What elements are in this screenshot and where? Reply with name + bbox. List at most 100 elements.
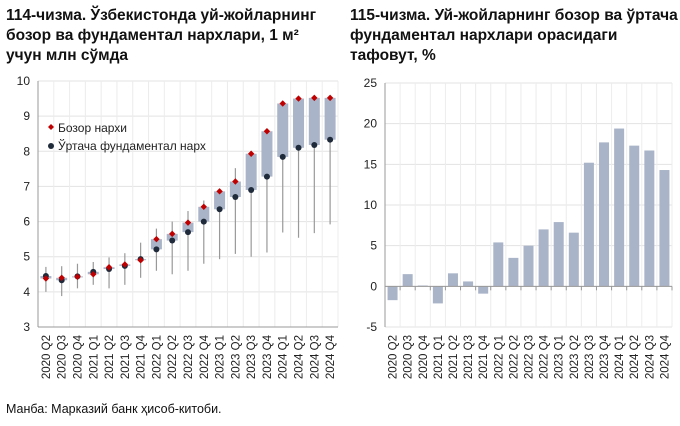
gap-bar <box>583 162 594 287</box>
x-tick-label: 2022 Q2 <box>508 335 520 379</box>
y-tick-label: 25 <box>364 76 378 90</box>
gap-bar <box>387 286 398 301</box>
fundamental-price-point <box>311 141 318 148</box>
gap-bar <box>324 97 336 140</box>
x-tick-label: 2023 Q2 <box>230 335 242 379</box>
x-tick-label: 2022 Q2 <box>167 335 179 379</box>
x-tick-label: 2020 Q3 <box>57 335 69 379</box>
x-tick-label: 2021 Q2 <box>448 335 460 379</box>
market-price-point <box>326 94 334 102</box>
market-price-point <box>121 261 129 268</box>
y-tick-label: 4 <box>23 285 30 299</box>
gap-bar <box>245 153 257 190</box>
y-tick-label: 9 <box>23 109 30 123</box>
y-tick-label: 10 <box>17 74 31 88</box>
market-price-point <box>42 275 50 282</box>
market-price-point <box>58 274 65 281</box>
x-tick-label: 2024 Q3 <box>644 335 656 379</box>
gap-bar <box>229 181 241 197</box>
gap-bar <box>508 257 519 287</box>
y-tick-label: 5 <box>370 239 377 253</box>
market-price-point <box>153 235 160 243</box>
y-tick-label: -5 <box>366 320 377 334</box>
fundamental-price-point <box>169 237 176 244</box>
x-tick-label: 2023 Q3 <box>584 335 596 379</box>
chart-115-title: 115-чизма. Уй-жойларнинг бозор ва ўртача… <box>350 7 678 64</box>
fundamental-price-point <box>185 229 191 236</box>
x-tick-label: 2022 Q1 <box>493 335 505 379</box>
x-tick-label: 2022 Q3 <box>524 335 536 379</box>
x-tick-label: 2024 Q4 <box>325 334 337 379</box>
x-tick-label: 2021 Q1 <box>433 335 445 379</box>
y-tick-label: 5 <box>23 250 30 264</box>
market-price-point <box>279 100 286 107</box>
fundamental-price-point <box>200 218 207 225</box>
x-tick-label: 2020 Q4 <box>418 334 430 379</box>
x-tick-label: 2023 Q1 <box>215 335 227 379</box>
gap-bar <box>308 97 320 145</box>
fundamental-price-point <box>263 173 270 180</box>
x-tick-label: 2021 Q4 <box>478 334 490 379</box>
gap-bar <box>463 281 474 287</box>
market-price-point <box>311 94 318 102</box>
x-tick-label: 2023 Q3 <box>246 335 258 379</box>
x-tick-label: 2021 Q2 <box>104 335 116 379</box>
x-tick-label: 2022 Q4 <box>199 334 211 379</box>
x-tick-label: 2024 Q2 <box>294 335 306 379</box>
x-tick-label: 2021 Q3 <box>463 335 475 379</box>
gap-bar <box>644 150 655 287</box>
legend-fundamental-label: Ўртача фундаментал нарх <box>58 138 206 153</box>
gap-bar <box>538 229 549 287</box>
chart-114-title: 114-чизма. Ўзбекистонда уй-жойларнинг бо… <box>6 7 317 64</box>
gap-bar <box>293 98 305 148</box>
x-tick-label: 2020 Q2 <box>388 335 400 379</box>
legend-market-marker <box>48 124 54 130</box>
gap-bar <box>493 242 504 287</box>
gap-bar <box>659 170 670 287</box>
x-tick-label: 2024 Q1 <box>278 335 290 379</box>
market-price-point <box>263 128 271 135</box>
gap-bar <box>568 232 579 287</box>
market-price-point <box>216 188 223 195</box>
x-tick-label: 2024 Q2 <box>629 335 641 379</box>
gap-bar <box>214 191 226 210</box>
x-tick-label: 2024 Q4 <box>659 334 671 379</box>
x-tick-label: 2021 Q3 <box>120 335 132 379</box>
market-price-point <box>184 219 192 226</box>
gap-bar <box>447 273 458 287</box>
fundamental-price-point <box>248 186 255 193</box>
gap-bar <box>614 128 625 287</box>
gap-bar <box>523 245 534 287</box>
gap-bar <box>198 206 210 222</box>
x-tick-label: 2022 Q3 <box>183 335 195 379</box>
x-tick-label: 2023 Q1 <box>554 335 566 379</box>
y-tick-label: 0 <box>370 279 377 293</box>
y-tick-label: 20 <box>364 117 378 131</box>
gap-bar <box>432 286 443 304</box>
x-tick-label: 2020 Q3 <box>403 335 415 379</box>
source-note: Манба: Марказий банк ҳисоб-китоби. <box>6 402 222 416</box>
fundamental-price-point <box>153 246 160 253</box>
y-tick-label: 7 <box>23 179 30 193</box>
gap-bar <box>277 103 289 157</box>
y-tick-label: 6 <box>23 215 30 229</box>
fundamental-price-point <box>327 136 334 143</box>
market-price-point <box>74 273 81 280</box>
market-price-point <box>169 230 176 238</box>
gap-bar <box>261 131 273 177</box>
x-tick-label: 2023 Q2 <box>569 335 581 379</box>
x-tick-label: 2024 Q3 <box>309 335 321 379</box>
y-tick-label: 8 <box>23 144 30 158</box>
fundamental-price-point <box>279 153 286 160</box>
x-tick-label: 2021 Q4 <box>136 334 148 379</box>
gap-bar <box>182 222 194 233</box>
y-tick-label: 15 <box>364 157 378 171</box>
legend-market-label: Бозор нархи <box>58 121 127 135</box>
y-tick-label: 10 <box>364 198 378 212</box>
legend-fundamental-marker <box>48 143 54 149</box>
fundamental-price-point <box>216 206 223 213</box>
market-price-point <box>247 150 255 157</box>
fundamental-price-point <box>232 193 239 200</box>
fundamental-price-point <box>295 144 302 151</box>
